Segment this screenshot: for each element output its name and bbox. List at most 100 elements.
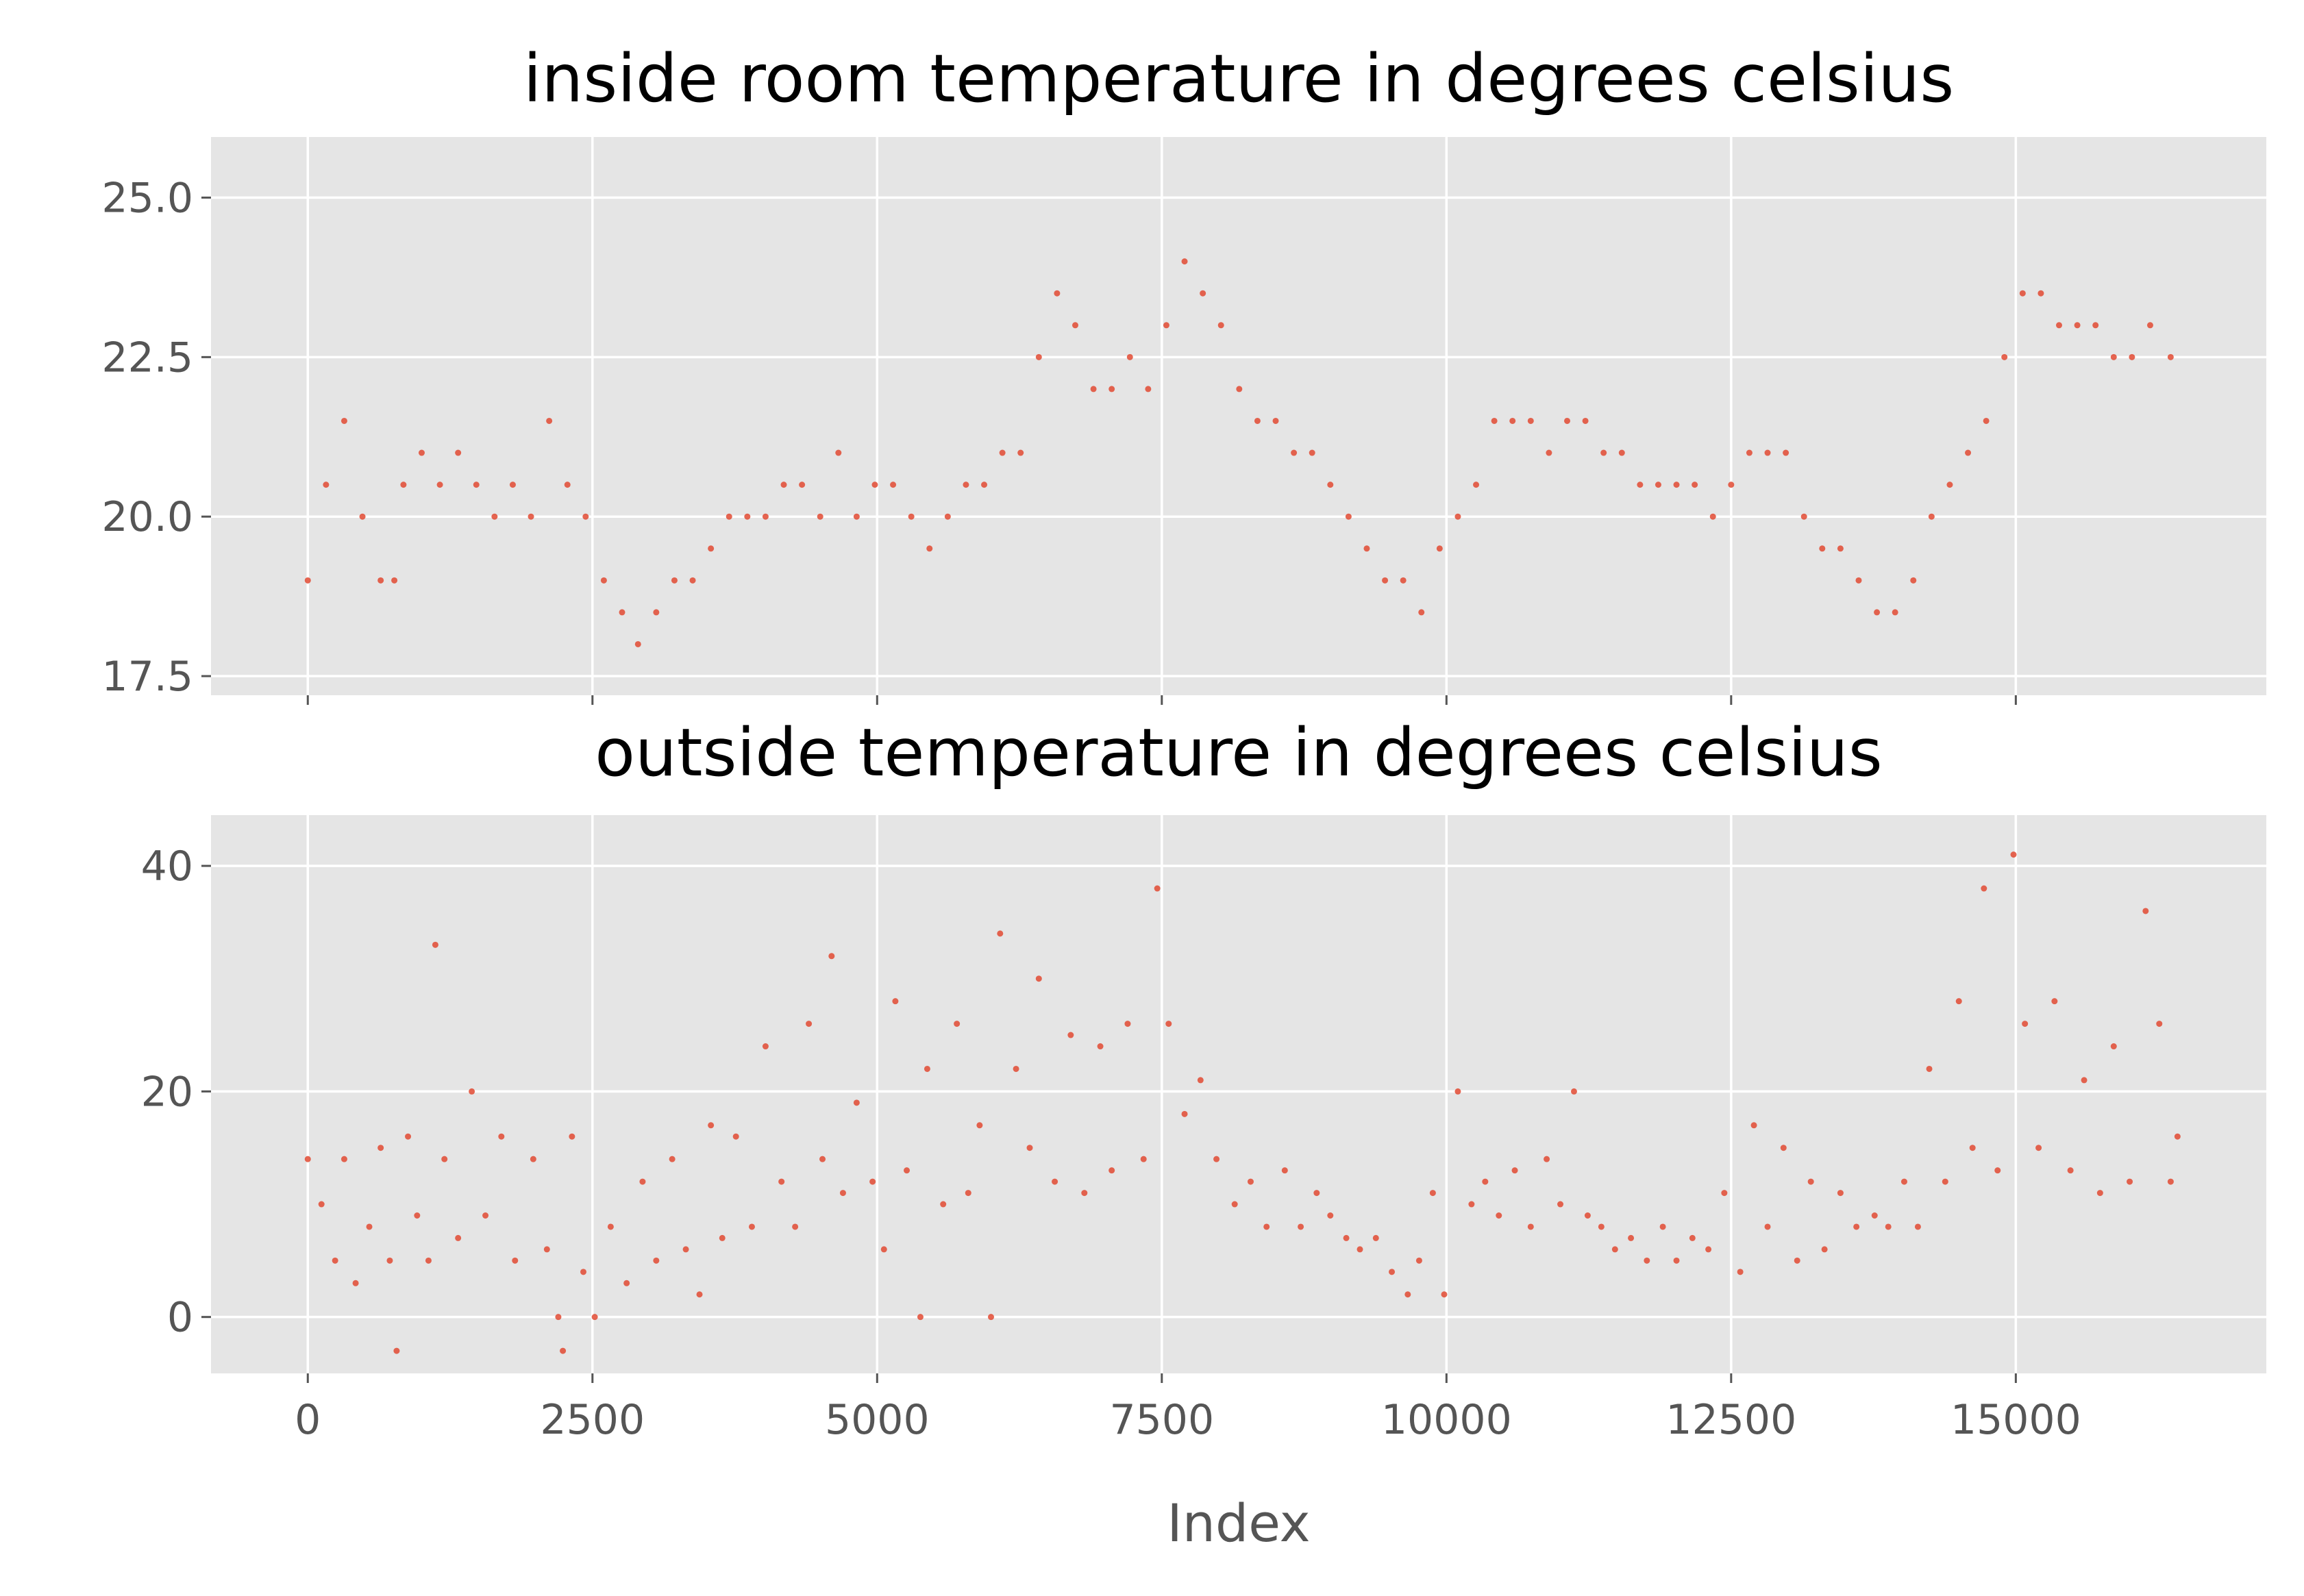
data-point xyxy=(839,1190,846,1197)
data-point xyxy=(564,482,571,488)
chart-title-inside: inside room temperature in degrees celsi… xyxy=(523,40,1955,117)
data-point xyxy=(1981,885,1987,892)
data-point xyxy=(976,1122,983,1129)
data-point xyxy=(871,482,878,488)
data-point xyxy=(1564,417,1571,424)
plot-area-inside xyxy=(211,137,2266,695)
data-point xyxy=(892,998,899,1005)
x-tick-label: 10000 xyxy=(1381,1396,1512,1444)
data-point xyxy=(1965,449,1972,456)
data-point xyxy=(1181,1110,1188,1117)
data-point xyxy=(414,1212,421,1219)
data-point xyxy=(1281,1167,1288,1174)
data-point xyxy=(2092,322,2099,329)
data-point xyxy=(1983,417,1990,424)
data-point xyxy=(1090,386,1097,392)
data-point xyxy=(1659,1223,1666,1230)
data-point xyxy=(1263,1223,1270,1230)
data-point xyxy=(512,1257,519,1264)
data-point xyxy=(1746,449,1752,456)
data-point xyxy=(1692,482,1698,488)
data-point xyxy=(1418,609,1425,616)
data-point xyxy=(1165,1021,1172,1027)
data-point xyxy=(304,577,311,584)
x-ticks-top xyxy=(306,695,2017,705)
data-point xyxy=(999,449,1006,456)
y-ticks-top: 17.5 20.0 22.5 25.0 xyxy=(101,174,211,701)
y-ticks-bottom: 0 20 40 xyxy=(141,843,211,1342)
data-point xyxy=(1807,1178,1814,1185)
data-point xyxy=(1750,1122,1757,1129)
x-axis-label: Index xyxy=(1167,1493,1310,1554)
data-point xyxy=(469,1088,475,1095)
data-point xyxy=(1200,290,1206,297)
data-point xyxy=(853,513,860,520)
data-point xyxy=(1885,1223,1892,1230)
data-point xyxy=(653,609,660,616)
data-point xyxy=(1035,975,1042,982)
data-point xyxy=(708,545,715,552)
data-point xyxy=(719,1234,726,1241)
data-point xyxy=(400,482,407,488)
data-point xyxy=(1527,1223,1534,1230)
data-point xyxy=(1800,513,1807,520)
data-point xyxy=(1584,1212,1591,1219)
data-point xyxy=(332,1257,338,1264)
data-point xyxy=(1154,885,1161,892)
data-point xyxy=(352,1280,359,1286)
data-point xyxy=(1628,1234,1635,1241)
data-point xyxy=(1764,1223,1771,1230)
data-point xyxy=(607,1223,614,1230)
data-point xyxy=(1400,577,1407,584)
data-point xyxy=(1994,1167,2001,1174)
data-point xyxy=(1081,1190,1088,1197)
data-point xyxy=(582,513,589,520)
data-point xyxy=(473,482,480,488)
data-point xyxy=(1892,609,1898,616)
data-point xyxy=(944,513,951,520)
data-point xyxy=(1072,322,1078,329)
data-point xyxy=(1527,417,1534,424)
data-point xyxy=(1544,1156,1550,1162)
data-point xyxy=(1415,1257,1422,1264)
data-point xyxy=(1900,1178,1907,1185)
data-point xyxy=(819,1156,826,1162)
x-tick-label: 5000 xyxy=(825,1396,930,1444)
data-point xyxy=(1570,1088,1577,1095)
data-point xyxy=(1969,1145,1976,1151)
data-point xyxy=(1291,449,1298,456)
data-point xyxy=(530,1156,536,1162)
points-top xyxy=(304,258,2174,647)
data-point xyxy=(340,417,347,424)
data-point xyxy=(1436,545,1443,552)
data-point xyxy=(689,577,696,584)
data-point xyxy=(817,513,823,520)
data-point xyxy=(1914,1223,1921,1230)
data-point xyxy=(1611,1246,1618,1253)
data-point xyxy=(639,1178,646,1185)
data-point xyxy=(2110,1043,2117,1050)
grid-top xyxy=(211,137,2266,695)
data-point xyxy=(1140,1156,1147,1162)
data-point xyxy=(546,417,553,424)
data-point xyxy=(981,482,988,488)
data-point xyxy=(1821,1246,1828,1253)
data-point xyxy=(393,1347,400,1354)
data-point xyxy=(2035,1145,2042,1151)
data-point xyxy=(482,1212,489,1219)
data-point xyxy=(1013,1065,1019,1072)
data-point xyxy=(954,1021,961,1027)
data-point xyxy=(323,482,330,488)
data-point xyxy=(1298,1223,1304,1230)
data-point xyxy=(1728,482,1735,488)
data-point xyxy=(778,1178,785,1185)
data-point xyxy=(1473,482,1480,488)
data-point xyxy=(1673,482,1680,488)
data-point xyxy=(1126,353,1133,360)
data-point xyxy=(623,1280,630,1286)
data-point xyxy=(1689,1234,1696,1241)
data-point xyxy=(2074,322,2081,329)
data-point xyxy=(696,1291,703,1298)
data-point xyxy=(1496,1212,1502,1219)
